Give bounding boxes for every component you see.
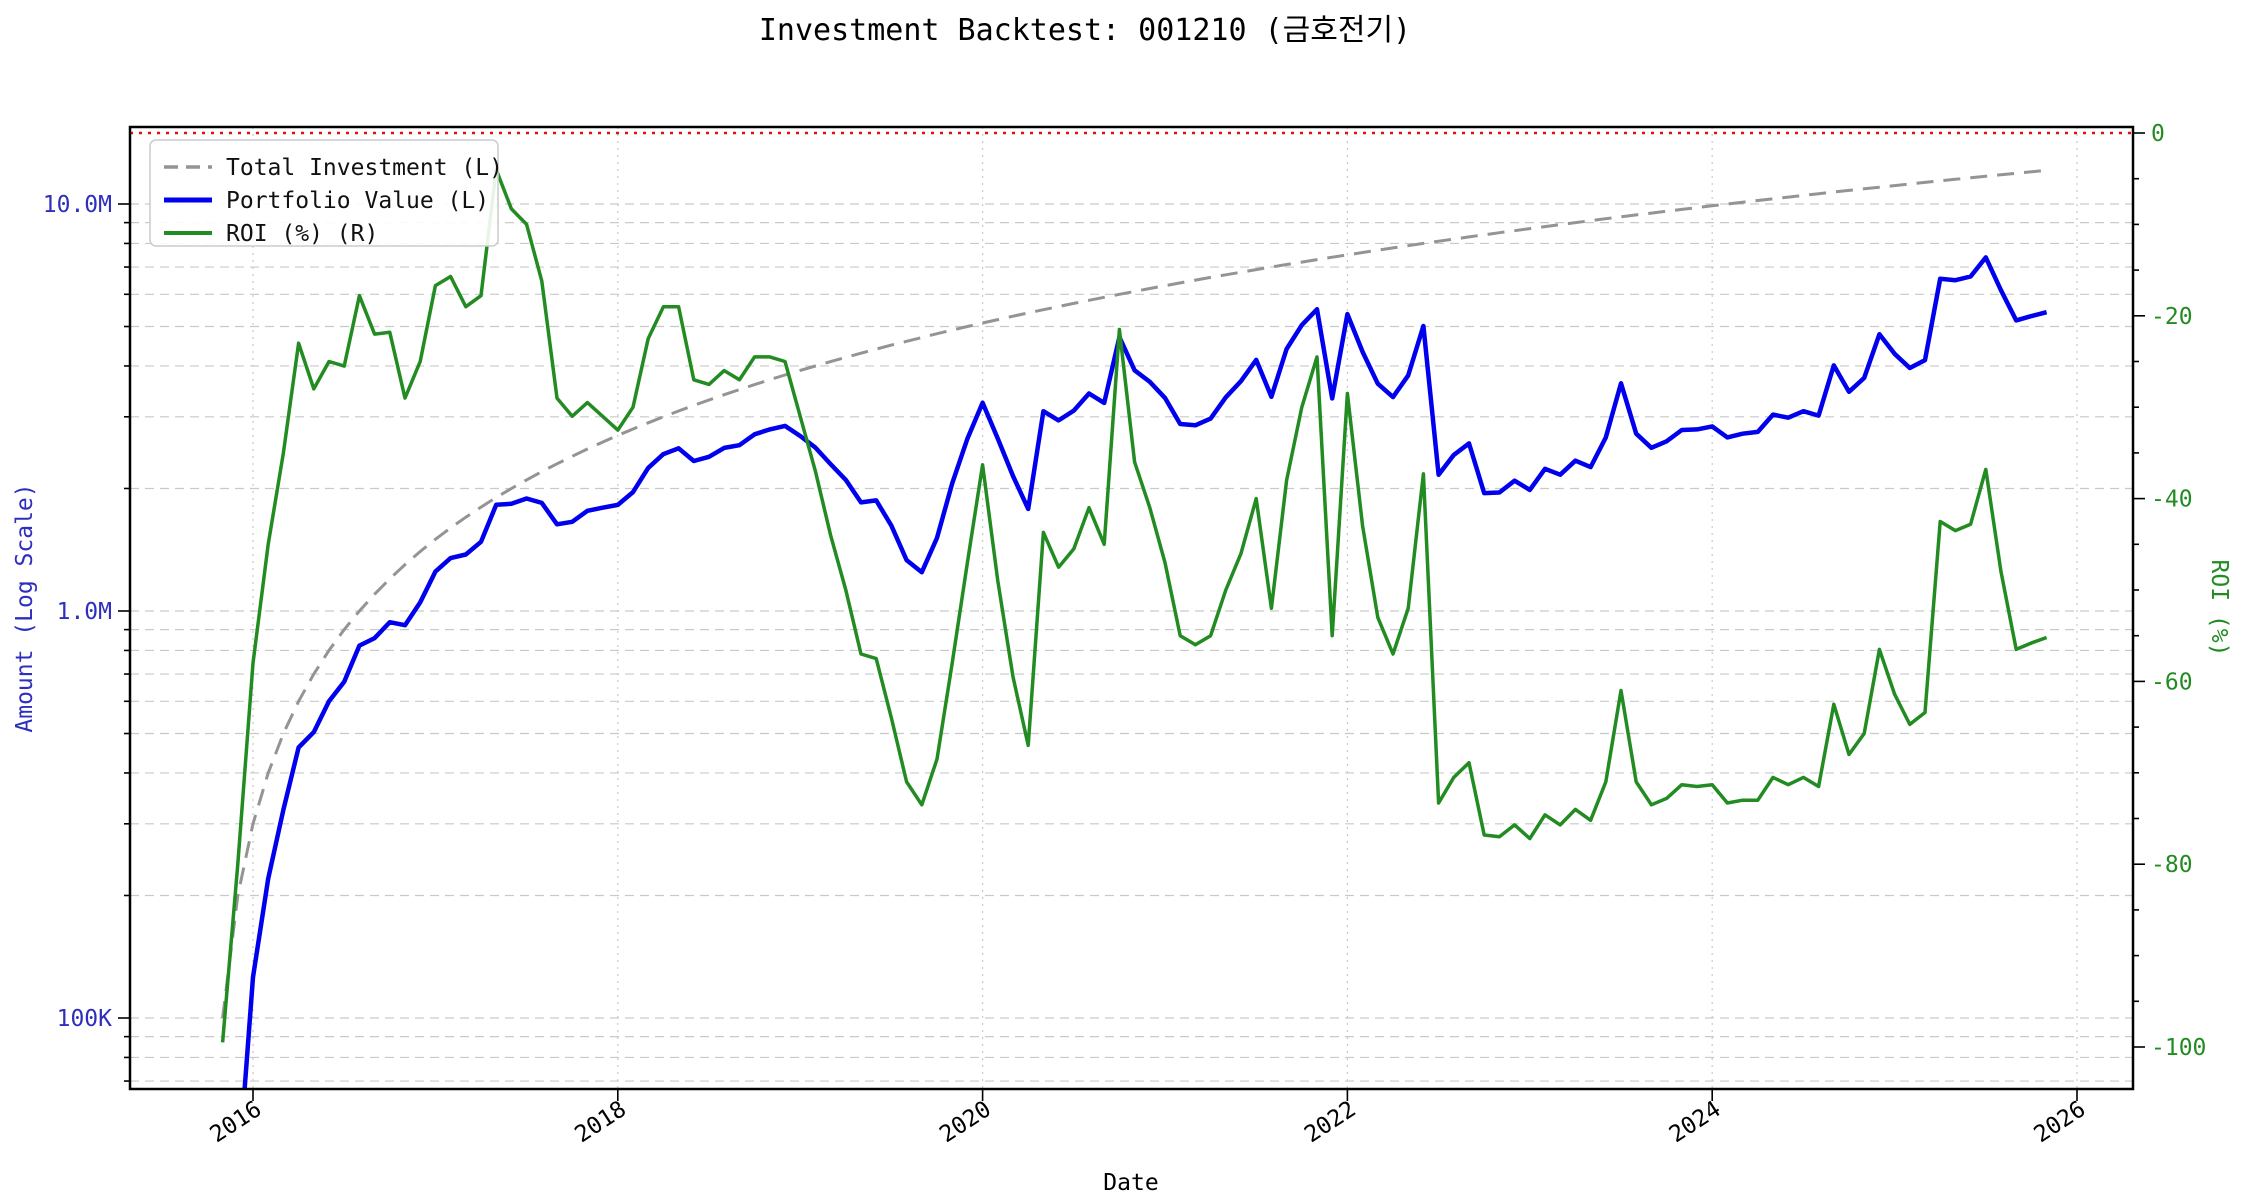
roi-line [220, 167, 2048, 1043]
left-tick-label: 1.0M [57, 599, 112, 625]
x-tick-label: 2026 [2030, 1096, 2091, 1148]
right-tick-label: -60 [2151, 669, 2193, 695]
right-tick-label: 0 [2151, 121, 2165, 147]
x-tick-label: 2016 [206, 1096, 267, 1148]
right-tick-label: -40 [2151, 487, 2193, 513]
left-axis-label: Amount (Log Scale) [12, 483, 38, 732]
portfolio-value-line [242, 255, 2048, 1089]
x-tick-label: 2022 [1300, 1096, 1361, 1148]
legend-label-roi: ROI (%) (R) [226, 221, 378, 247]
right-tick-label: -100 [2151, 1035, 2206, 1061]
series-layer [130, 131, 2133, 1089]
chart-title: Investment Backtest: 001210 (금호전기) [759, 13, 1411, 48]
axes: 100K 1.0M 10.0M 2016 2018 2020 2022 2024 2026 0 -2… [12, 121, 2232, 1196]
legend-label-portfolio-value: Portfolio Value (L) [226, 188, 489, 214]
tick-marks-and-labels: 100K 1.0M 10.0M 2016 2018 2020 2022 2024 2026 0 -2… [43, 121, 2207, 1148]
legend-box [149, 139, 499, 247]
x-tick-label: 2018 [570, 1096, 631, 1148]
total-investment-line [221, 168, 2047, 1019]
plot-border [128, 125, 2135, 1091]
legend-label-total-investment: Total Investment (L) [226, 155, 503, 181]
gridlines [130, 127, 2133, 1089]
x-tick-label: 2020 [935, 1096, 996, 1148]
right-axis-label: ROI (%) [2206, 560, 2232, 657]
x-tick-label: 2024 [1665, 1096, 1726, 1148]
legend: Total Investment (L) Portfolio Value (L)… [149, 139, 503, 247]
right-tick-label: -20 [2151, 304, 2193, 330]
x-axis-label: Date [1103, 1170, 1158, 1196]
right-tick-label: -80 [2151, 852, 2193, 878]
left-tick-label: 100K [57, 1006, 113, 1032]
left-tick-label: 10.0M [43, 192, 112, 218]
